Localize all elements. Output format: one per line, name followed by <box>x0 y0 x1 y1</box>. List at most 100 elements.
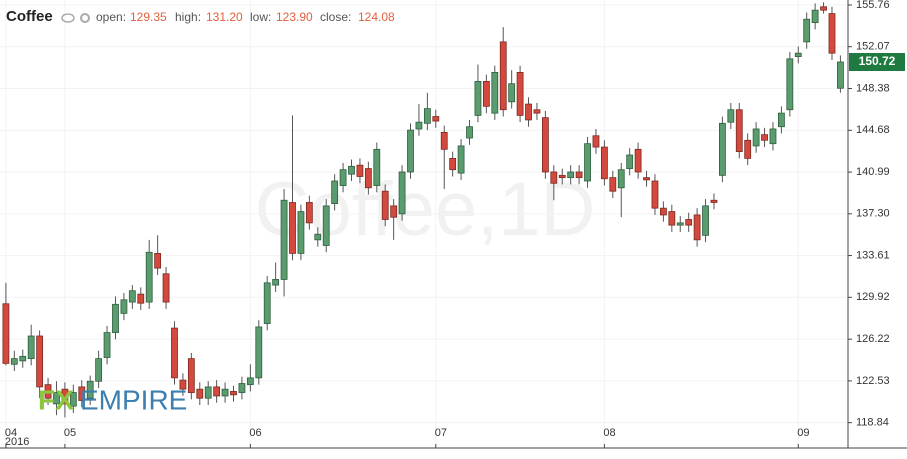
y-tick-label: 133.61 <box>856 249 890 261</box>
candle-body <box>297 211 305 254</box>
candle-body <box>592 135 600 148</box>
candle-body <box>187 358 195 393</box>
candle-body <box>508 83 516 103</box>
candle-body <box>364 168 372 189</box>
low-value: 123.90 <box>276 10 313 24</box>
y-tick-label: 126.22 <box>856 333 890 345</box>
candle-body <box>567 171 575 179</box>
candle-body <box>171 327 178 379</box>
candle-body <box>263 282 271 324</box>
candle-body <box>213 386 221 397</box>
candle-body <box>440 131 448 150</box>
candle-body <box>668 211 676 226</box>
candle-body <box>415 121 423 130</box>
price-tag-label: 150.72 <box>859 54 896 68</box>
y-tick-label: 137.30 <box>856 208 890 220</box>
header-title: Coffee <box>6 8 53 25</box>
candle-body <box>457 145 465 174</box>
gear-icon[interactable] <box>80 13 90 23</box>
candle-body <box>61 388 69 405</box>
candle-body <box>702 205 709 236</box>
candle-body <box>449 157 457 171</box>
candle-body <box>154 253 162 269</box>
candle-body <box>381 190 389 220</box>
candle-body <box>103 332 111 358</box>
y-tick-label: 140.99 <box>856 166 890 178</box>
candle-body <box>609 177 617 192</box>
candle-body <box>423 108 431 124</box>
candle-body <box>558 174 566 179</box>
x-tick-label: 09 <box>797 427 809 439</box>
candle-body <box>735 109 743 152</box>
plot <box>0 0 848 448</box>
candle-body <box>617 169 625 189</box>
candle-body <box>86 380 94 399</box>
candle-body <box>761 134 768 141</box>
eye-icon[interactable] <box>61 13 75 23</box>
candle-body <box>230 391 237 396</box>
candle-body <box>575 171 583 179</box>
candle-body <box>744 139 752 159</box>
candle-body <box>837 61 844 89</box>
candle-body <box>811 9 819 24</box>
candle-body <box>221 388 229 397</box>
candle-body <box>432 116 440 122</box>
candle-body <box>179 379 187 390</box>
watermark: Coffee,1D <box>255 167 596 252</box>
y-tick-label: 144.68 <box>856 124 890 136</box>
x-tick-label: 05 <box>64 427 76 439</box>
candle-body <box>128 290 136 303</box>
candle-body <box>820 6 827 11</box>
y-tick-label: 129.92 <box>856 291 890 303</box>
candle-body <box>491 72 499 114</box>
candle-body <box>541 117 549 173</box>
candle-body <box>69 392 77 407</box>
candle-body <box>651 180 659 209</box>
candle-body <box>2 303 10 364</box>
candle-body <box>238 383 246 393</box>
candle-body <box>466 126 473 139</box>
x-tick-label: 06 <box>249 427 261 439</box>
candle-body <box>398 171 406 215</box>
candle-body <box>719 122 726 176</box>
candle-body <box>27 335 35 360</box>
candle-body <box>196 388 204 399</box>
candle-body <box>474 81 482 116</box>
candle-body <box>803 18 811 43</box>
candle-body <box>659 207 667 216</box>
candle-body <box>525 103 532 121</box>
high-label: high: <box>175 10 201 24</box>
year-label: 2016 <box>5 436 29 448</box>
logo-empire: EMPIRE <box>80 384 187 415</box>
candle-body <box>769 128 777 145</box>
candle-body <box>44 384 52 399</box>
candle-body <box>112 303 119 334</box>
candle-body <box>348 165 355 175</box>
candle-body <box>390 205 398 218</box>
candle-body <box>600 146 608 180</box>
open-label: open: <box>96 10 126 24</box>
candle-body <box>727 109 735 123</box>
candle-body <box>356 164 364 177</box>
candle-body <box>36 335 44 388</box>
candle-body <box>339 169 347 186</box>
candle-body <box>482 81 490 107</box>
candle-body <box>828 13 836 54</box>
candle-body <box>710 199 718 203</box>
close-label: close: <box>320 10 351 24</box>
candle-body <box>246 377 254 386</box>
candle-body <box>322 205 330 246</box>
low-label: low: <box>250 10 271 24</box>
candle-body <box>272 279 280 286</box>
x-tick-label: 08 <box>603 427 615 439</box>
candle-body <box>499 41 507 111</box>
candle-body <box>626 154 634 169</box>
candle-body <box>137 293 145 304</box>
y-tick-label: 118.84 <box>856 417 889 429</box>
candle-body <box>676 222 684 226</box>
candle-body <box>533 109 541 114</box>
y-tick-label: 155.76 <box>856 0 890 11</box>
candle-body <box>95 358 103 382</box>
candle-body <box>685 219 693 226</box>
